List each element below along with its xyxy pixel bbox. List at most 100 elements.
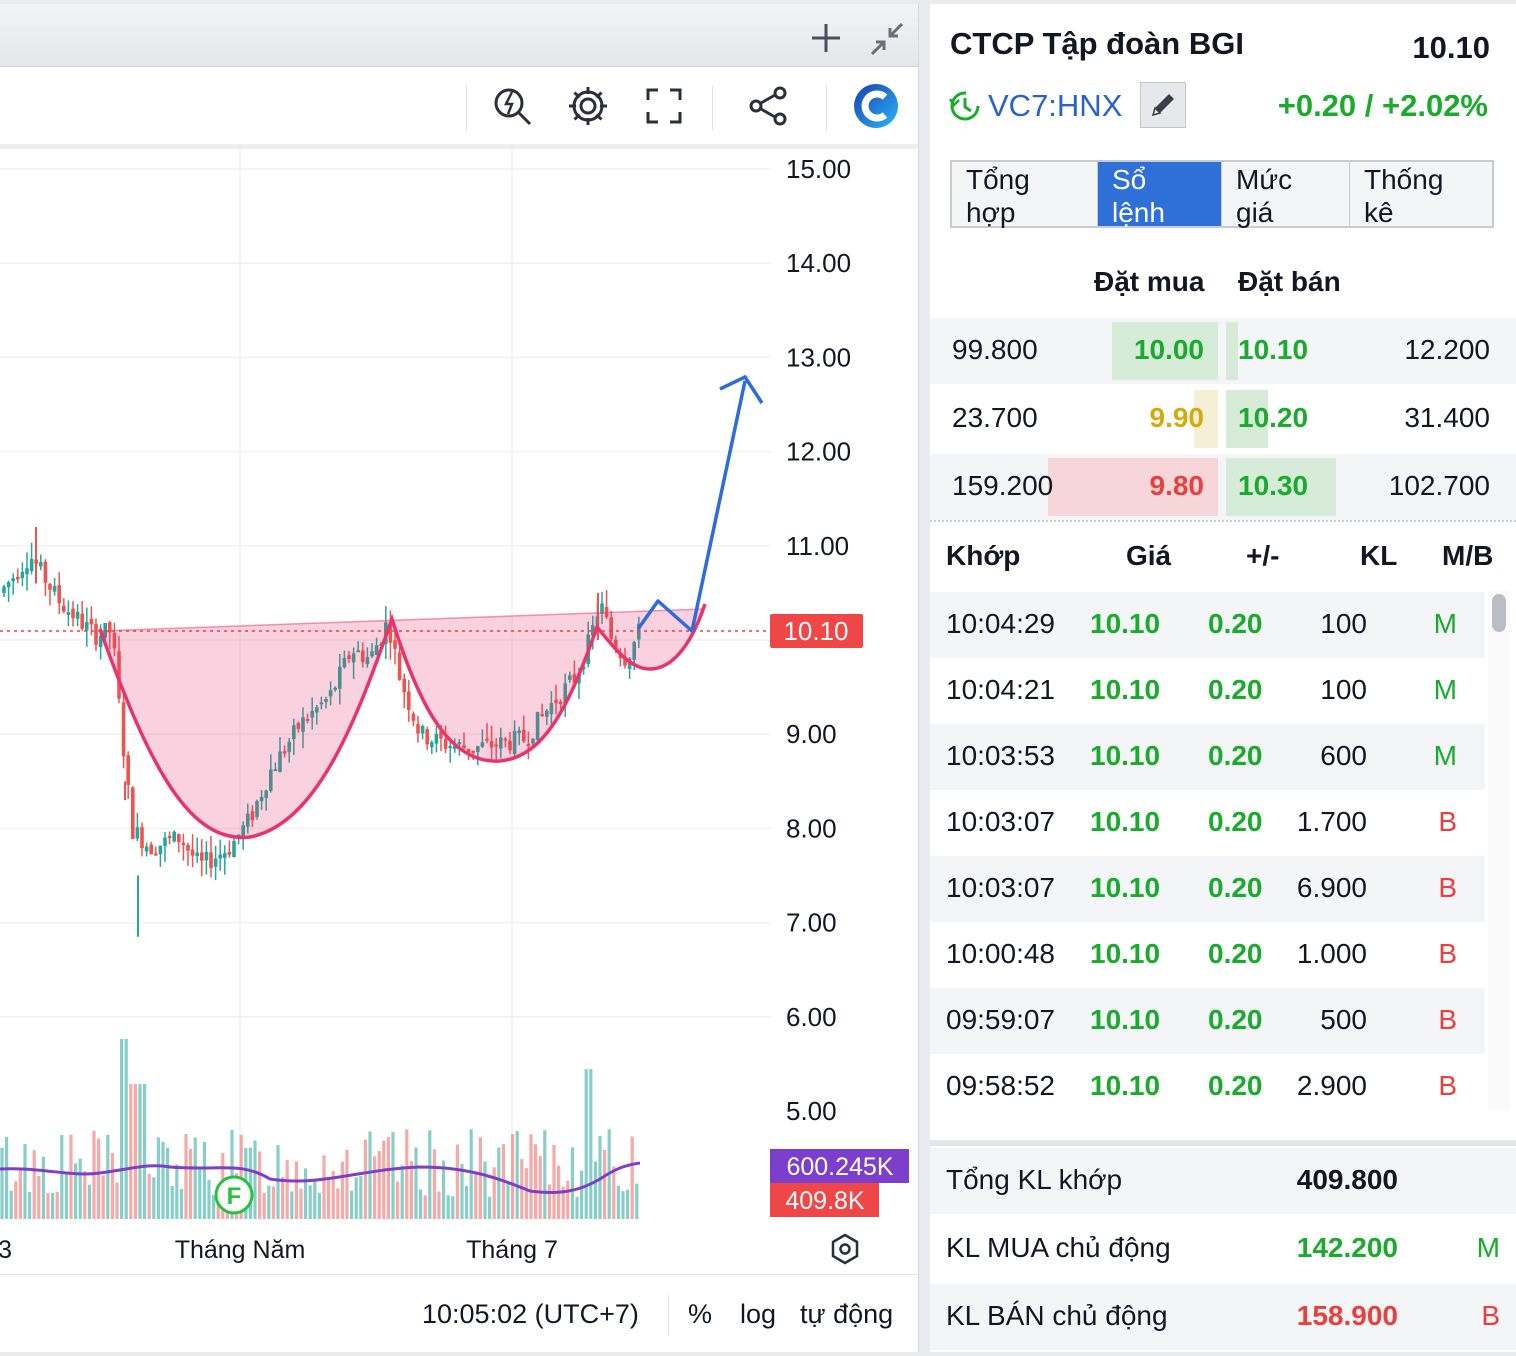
ask-depth-bar [1226, 322, 1238, 380]
candle-body [614, 639, 618, 651]
volume-bar [497, 1147, 501, 1219]
percent-scale-button[interactable]: % [688, 1299, 713, 1329]
summary-divider [930, 1140, 1516, 1146]
edit-symbol-button[interactable] [1140, 82, 1186, 128]
volume-bar [327, 1177, 331, 1219]
ask-price[interactable]: 10.10 [1238, 334, 1309, 365]
toolbar-separator [826, 86, 827, 130]
price-chart[interactable]: F 15.00 14.00 13.00 12.00 11.00 9.00 8.00 7.00 6… [0, 149, 918, 1274]
volume-bar [258, 1151, 262, 1219]
trade-change: 0.20 [1208, 1070, 1263, 1101]
trade-row: 10:04:21 10.10 0.20 100 M [930, 658, 1485, 724]
scroll-thumb[interactable] [1492, 594, 1506, 632]
volume-bar [584, 1069, 588, 1219]
candle-body [361, 650, 365, 663]
active-buy-label: KL MUA chủ động [946, 1232, 1171, 1263]
ask-volume: 31.400 [1404, 402, 1490, 433]
chart-toolbar [0, 70, 918, 149]
candle-body [11, 578, 15, 582]
candle-body [144, 846, 149, 852]
time-axis-label: Tháng 7 [466, 1236, 558, 1264]
candle-body [347, 655, 351, 660]
candle-body [85, 622, 89, 631]
auto-scale-button[interactable]: tự động [800, 1299, 894, 1329]
tab-so-lenh[interactable]: Sổ lệnh [1098, 162, 1222, 228]
add-icon[interactable] [810, 22, 842, 54]
candle-body [430, 742, 434, 748]
panel-tabs: Tổng hợp Sổ lệnh Mức giá Thống kê [950, 160, 1494, 228]
tab-thong-ke[interactable]: Thống kê [1350, 162, 1492, 228]
volume-bar [478, 1137, 482, 1219]
symbol-code[interactable]: VC7:HNX [988, 88, 1123, 123]
ask-price[interactable]: 10.20 [1238, 402, 1309, 433]
bid-price[interactable]: 9.90 [1149, 402, 1205, 433]
volume-bar [377, 1151, 381, 1219]
time-axis-label: Tháng Năm [175, 1236, 306, 1264]
volume-bar [41, 1156, 45, 1219]
volume-bar [432, 1149, 436, 1219]
bid-depth-bar [1048, 458, 1218, 516]
brand-logo-icon[interactable] [852, 82, 900, 130]
last-price-tag: 10.10 [783, 616, 848, 646]
volume-bar [437, 1191, 441, 1219]
volume-bar [253, 1140, 257, 1219]
cup-rim-line [99, 608, 706, 632]
trade-volume: 600 [1320, 740, 1367, 771]
candle-body [213, 858, 218, 867]
trade-row: 09:58:52 10.10 0.20 2.900 B [930, 1054, 1485, 1120]
candle-body [572, 674, 577, 683]
sell-header: Đặt bán [1238, 266, 1341, 297]
bid-price[interactable]: 9.80 [1149, 470, 1205, 501]
log-scale-button[interactable]: log [740, 1299, 777, 1329]
candle-body [503, 738, 508, 741]
trade-price: 10.10 [1090, 608, 1161, 639]
candle-body [462, 745, 466, 749]
candle-body [112, 632, 117, 649]
volume-bar [184, 1133, 188, 1219]
candle-body [402, 678, 406, 693]
volume-bar [589, 1069, 593, 1219]
trade-row: 10:03:07 10.10 0.20 1.700 B [930, 790, 1485, 856]
tab-muc-gia[interactable]: Mức giá [1222, 162, 1350, 228]
candle-body [16, 576, 20, 580]
candle-body [535, 711, 540, 741]
volume-bar [340, 1161, 344, 1219]
candle-body [439, 730, 443, 739]
volume-bar [28, 1191, 32, 1219]
candle-body [2, 586, 6, 593]
candle-body [494, 744, 498, 747]
trade-side: B [1438, 1070, 1457, 1101]
trade-list-scrollbar[interactable] [1488, 590, 1510, 1110]
volume-bar [120, 1039, 124, 1219]
settings-gear-icon[interactable] [566, 84, 610, 128]
volume-bar [603, 1149, 607, 1219]
candle-body [39, 562, 43, 567]
candle-body [131, 787, 135, 839]
trade-side: M [1433, 608, 1457, 639]
volume-bar [483, 1161, 487, 1219]
candle-body [149, 844, 153, 855]
volume-bar [428, 1130, 432, 1219]
trade-volume: 2.900 [1296, 1070, 1367, 1101]
candle-body [522, 729, 526, 742]
fullscreen-icon[interactable] [642, 84, 686, 128]
volume-bar [9, 1190, 13, 1219]
tab-tong-hop[interactable]: Tổng hợp [952, 162, 1098, 228]
bid-price[interactable]: 10.00 [1133, 334, 1204, 365]
candle-body [66, 612, 71, 616]
candle-body [623, 659, 627, 666]
volume-bar [239, 1134, 243, 1219]
share-icon[interactable] [746, 84, 790, 128]
volume-bar [382, 1140, 386, 1219]
trade-side: B [1438, 806, 1457, 837]
ask-price[interactable]: 10.30 [1238, 470, 1309, 501]
lightning-search-icon[interactable] [490, 84, 534, 128]
ask-depth-bar [1226, 458, 1336, 516]
candle-body [20, 571, 25, 579]
axis-settings-icon[interactable] [831, 1233, 859, 1265]
collapse-icon[interactable] [868, 20, 906, 58]
trade-price: 10.10 [1090, 1004, 1161, 1035]
clock-history-icon[interactable] [948, 89, 982, 123]
candle-body [57, 585, 61, 604]
total-volume-label: Tổng KL khớp [946, 1164, 1123, 1195]
